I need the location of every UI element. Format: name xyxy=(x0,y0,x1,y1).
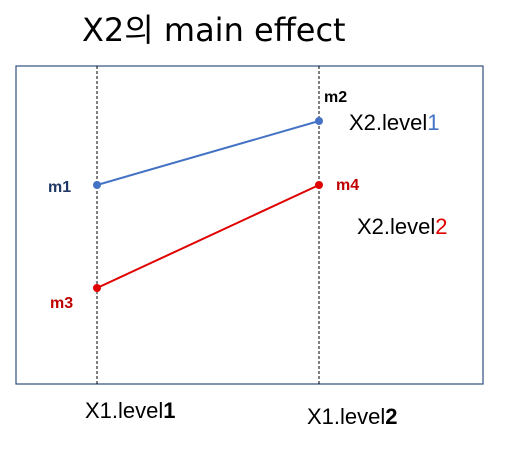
x2-level1-line xyxy=(96,120,320,186)
m4-label: m4 xyxy=(336,177,359,194)
m3-point xyxy=(93,284,101,292)
plot-frame xyxy=(15,65,484,385)
m2-label: m2 xyxy=(324,89,347,106)
m3-label: m3 xyxy=(50,295,73,312)
legend-x2-level2: X2.level2 xyxy=(357,214,448,239)
x1-level1-label: X1.level1 xyxy=(85,398,176,423)
m2-point xyxy=(315,117,323,125)
legend-x2-level1: X2.level1 xyxy=(349,110,440,135)
m4-point xyxy=(315,181,323,189)
x1-level2-label: X1.level2 xyxy=(307,404,398,429)
m1-point xyxy=(93,181,101,189)
diagram-title: X2의 main effect xyxy=(82,11,346,49)
x2-level2-line xyxy=(96,184,320,289)
m1-label: m1 xyxy=(48,179,71,196)
